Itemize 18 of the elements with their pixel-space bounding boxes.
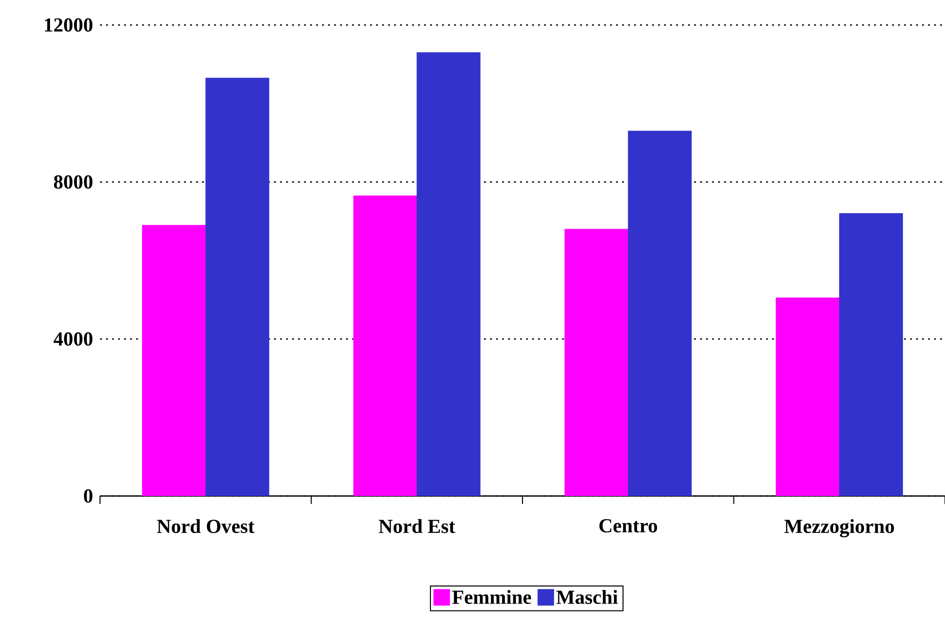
x-tick-label: Nord Ovest — [157, 519, 254, 534]
legend-label: Femmine — [452, 590, 532, 604]
bar — [564, 228, 628, 496]
y-tick-label: 12000 — [44, 18, 92, 32]
y-tick-label: 8000 — [54, 175, 92, 189]
legend-label: Maschi — [556, 590, 618, 604]
bar — [416, 52, 480, 496]
bar — [839, 213, 903, 496]
y-tick-label: 4000 — [54, 332, 92, 346]
bar — [628, 130, 692, 496]
bar — [142, 224, 206, 496]
y-tick-label: 0 — [84, 489, 92, 503]
bar — [776, 298, 840, 496]
x-tick-label: Nord Est — [378, 519, 456, 534]
bar — [205, 78, 270, 496]
x-tick-label: Mezzogiorno — [784, 519, 894, 538]
bar — [353, 196, 418, 496]
x-tick-label: Centro — [599, 519, 658, 532]
